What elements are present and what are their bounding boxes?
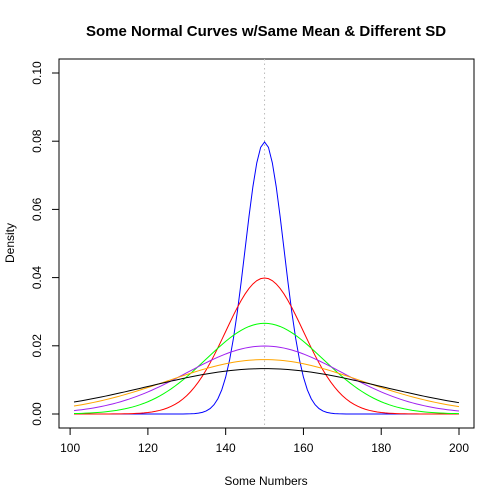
chart-title: Some Normal Curves w/Same Mean & Differe… (86, 23, 446, 40)
curve-sd-10 (74, 277, 459, 415)
curve-sd-30 (73, 368, 460, 404)
x-tick-label: 120 (138, 441, 158, 455)
y-tick-label: 0.02 (30, 334, 44, 358)
x-axis-label: Some Numbers (224, 474, 307, 488)
curve-sd-5 (74, 141, 459, 415)
curves-group (73, 141, 460, 415)
curve-sd-20 (73, 345, 460, 412)
x-tick-label: 100 (60, 441, 80, 455)
y-tick-label: 0.00 (30, 402, 44, 426)
y-tick-label: 0.06 (30, 197, 44, 221)
plot-frame (58, 58, 475, 429)
x-tick-label: 180 (371, 441, 391, 455)
x-axis: 100 120 140 160 180 200 (60, 427, 469, 455)
y-axis: 0.00 0.02 0.04 0.06 0.08 0.10 (30, 61, 60, 426)
y-axis-label: Density (3, 223, 17, 263)
x-tick-label: 140 (216, 441, 236, 455)
y-tick-label: 0.04 (30, 266, 44, 290)
y-tick-label: 0.08 (30, 129, 44, 153)
curve-sd-15 (73, 322, 460, 415)
curve-sd-25 (73, 359, 460, 408)
plot-area (58, 58, 475, 429)
x-tick-label: 160 (293, 441, 313, 455)
y-tick-label: 0.10 (30, 61, 44, 85)
x-tick-label: 200 (449, 441, 469, 455)
